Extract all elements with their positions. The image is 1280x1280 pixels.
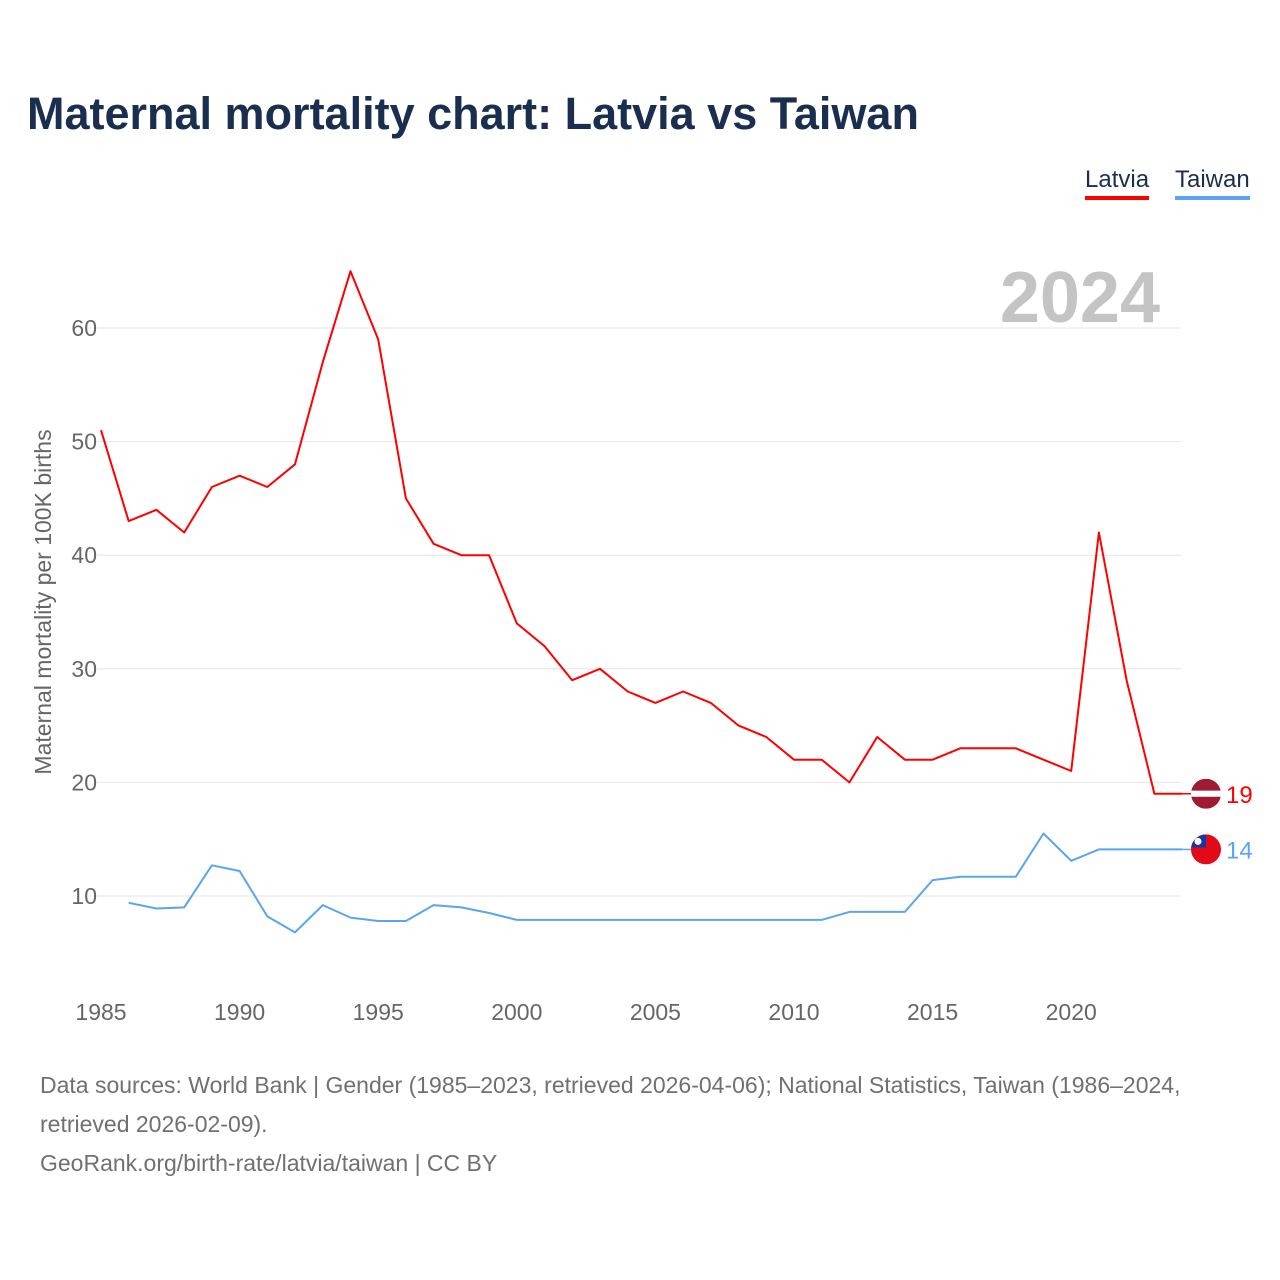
y-tick-label: 30 xyxy=(71,656,97,682)
taiwan-flag-icon xyxy=(1191,834,1221,865)
x-tick-label: 1990 xyxy=(214,999,265,1025)
y-tick-label: 10 xyxy=(71,883,97,909)
y-tick-label: 40 xyxy=(71,542,97,568)
plot-area: 10 20 30 40 50 60 1985 1990 1995 2000 2005 2010 2015… xyxy=(30,258,1253,1025)
attribution-link[interactable]: GeoRank.org/birth-rate/latvia/taiwan | C… xyxy=(40,1150,498,1176)
x-tick-label: 1985 xyxy=(75,999,126,1025)
y-axis-label: Maternal mortality per 100K births xyxy=(30,429,56,774)
footer: Data sources: World Bank | Gender (1985–… xyxy=(40,1066,1220,1183)
x-tick-label: 2020 xyxy=(1046,999,1097,1025)
x-tick-label: 2000 xyxy=(491,999,542,1025)
y-tick-label: 60 xyxy=(71,315,97,341)
y-tick-label: 50 xyxy=(71,429,97,455)
year-watermark: 2024 xyxy=(1000,258,1160,338)
end-value-label-latvia: 19 xyxy=(1226,782,1253,809)
x-tick-label: 2005 xyxy=(630,999,681,1025)
data-sources: Data sources: World Bank | Gender (1985–… xyxy=(40,1072,1181,1137)
chart-title: Maternal mortality chart: Latvia vs Taiw… xyxy=(27,88,919,139)
series-line-taiwan xyxy=(128,832,1183,934)
x-tick-label: 2015 xyxy=(907,999,958,1025)
end-value-label-taiwan: 14 xyxy=(1226,837,1253,864)
legend-taiwan[interactable]: Taiwan xyxy=(1175,166,1250,200)
series-line-latvia xyxy=(100,270,1183,795)
y-tick-label: 20 xyxy=(71,769,97,795)
x-tick-label: 2010 xyxy=(768,999,819,1025)
latvia-flag-icon xyxy=(1191,778,1221,809)
x-tick-label: 1995 xyxy=(353,999,404,1025)
legend-latvia[interactable]: Latvia xyxy=(1085,166,1150,200)
